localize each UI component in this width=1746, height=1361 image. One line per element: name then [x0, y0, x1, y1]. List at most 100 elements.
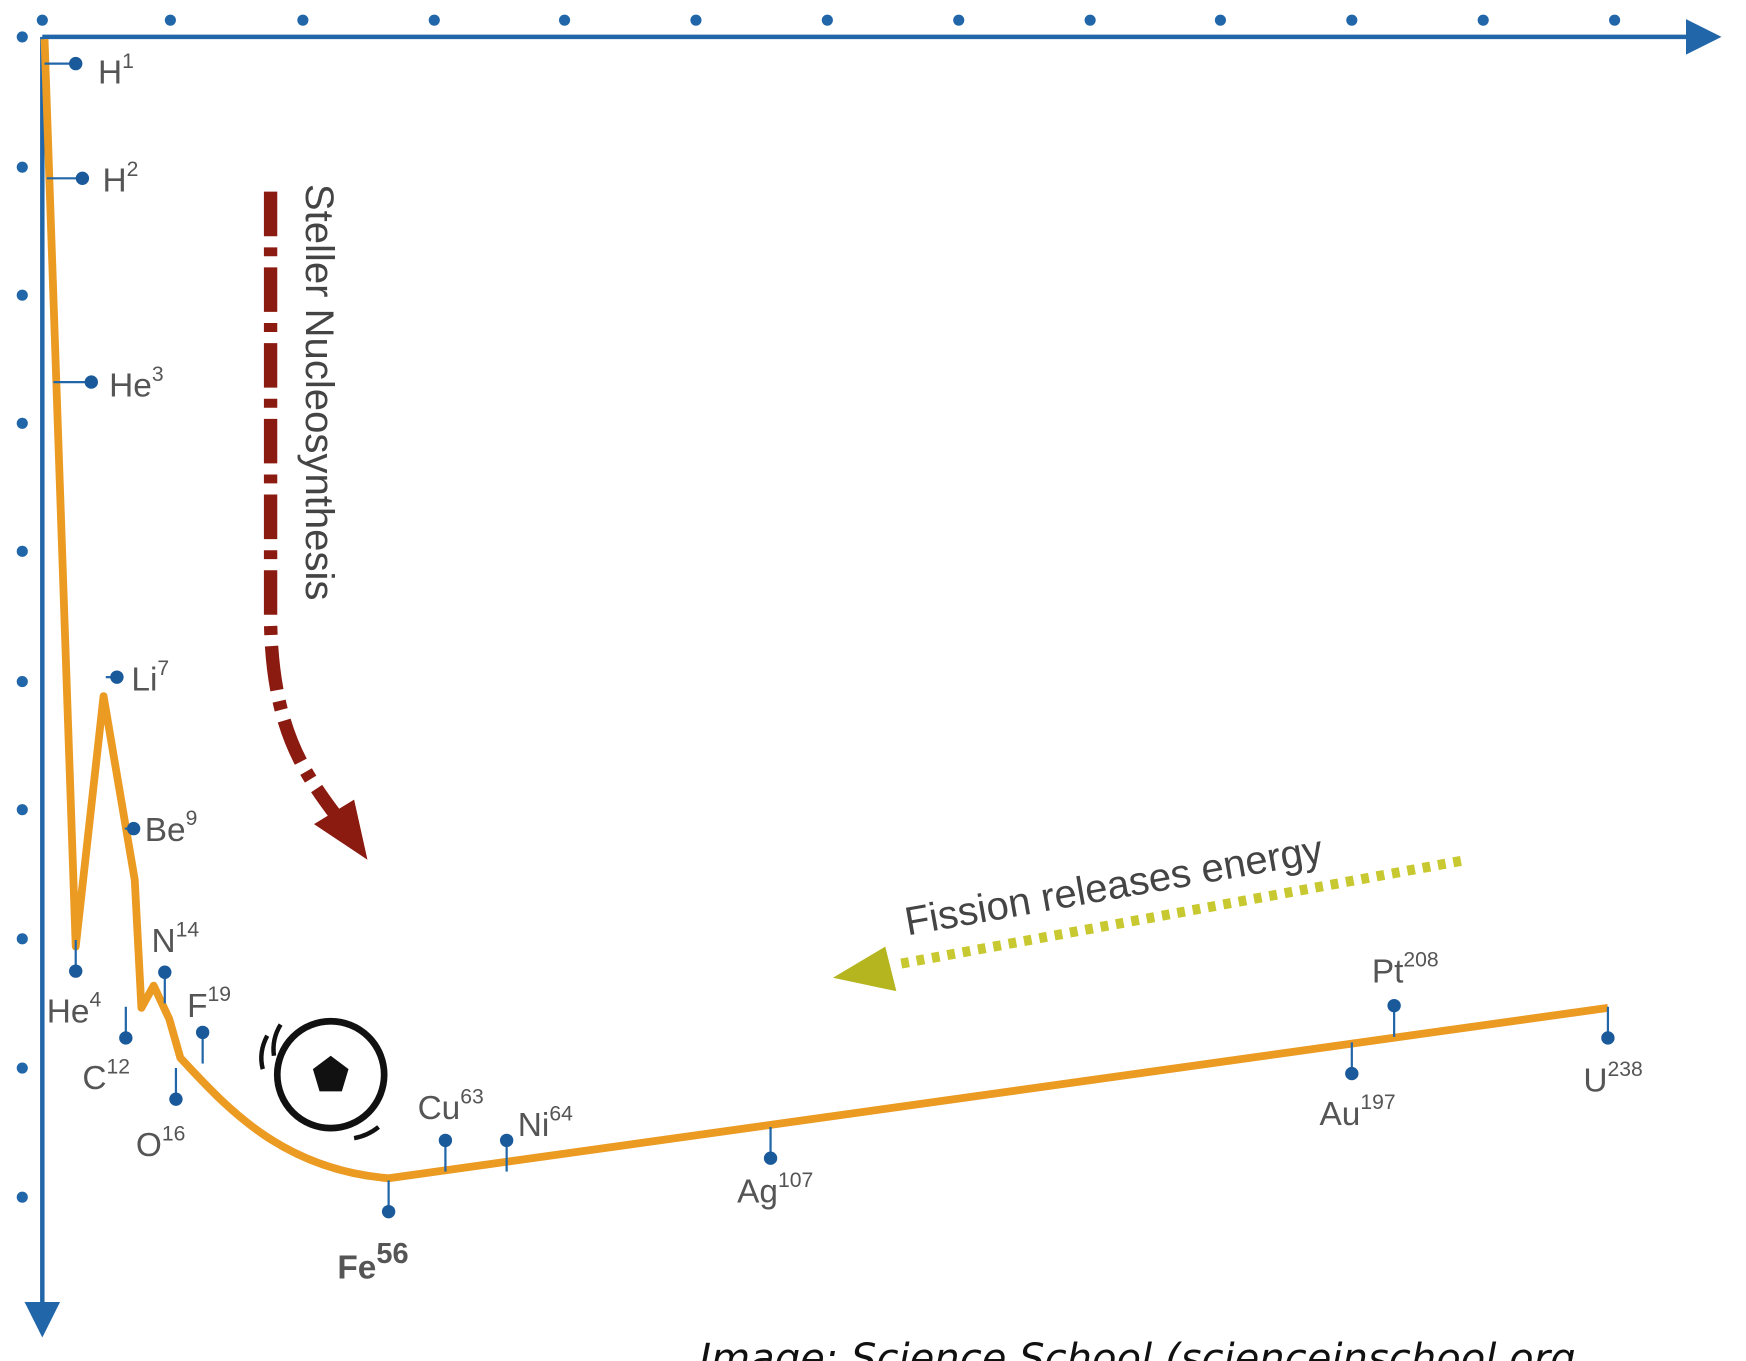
axis-dot — [165, 15, 176, 26]
node-dot — [196, 1026, 209, 1039]
node-label: Pt208 — [1372, 949, 1439, 991]
node-label: U238 — [1583, 1058, 1642, 1100]
element-node: O16 — [136, 1068, 186, 1164]
node-label: H2 — [102, 158, 138, 200]
node-label: N14 — [151, 919, 199, 961]
axis-dot — [429, 15, 440, 26]
mass-number: 208 — [1403, 949, 1438, 972]
element-symbol: F — [187, 988, 207, 1025]
axis-dot — [17, 546, 28, 557]
mass-number: 19 — [207, 983, 231, 1006]
axis-dot — [17, 804, 28, 815]
mass-number: 4 — [89, 989, 101, 1012]
node-label: Ag107 — [737, 1169, 813, 1211]
axis-dot — [17, 1062, 28, 1073]
node-label: Ni64 — [518, 1102, 573, 1144]
element-symbol: Cu — [418, 1090, 461, 1127]
node-label: O16 — [136, 1122, 186, 1164]
credit: Image: Science School (scienceinschool.o… — [699, 1336, 1575, 1361]
element-symbol: U — [1583, 1062, 1607, 1099]
axis-dot — [17, 162, 28, 173]
arrow-head — [833, 947, 896, 992]
page: Steller Nucleosynthesis Fission releases… — [0, 0, 1746, 1361]
element-symbol: O — [136, 1127, 162, 1164]
axis-dot — [1085, 15, 1096, 26]
axis-dot — [17, 1192, 28, 1203]
node-label: He4 — [47, 989, 102, 1031]
mass-number: 63 — [460, 1086, 484, 1109]
mass-number: 3 — [152, 363, 164, 386]
axis-dot — [1478, 15, 1489, 26]
element-symbol: Fe — [337, 1249, 376, 1286]
element-symbol: Be — [145, 812, 186, 849]
element-node: He4 — [47, 940, 102, 1030]
element-node: Cu63 — [418, 1086, 484, 1172]
node-label: Cu63 — [418, 1086, 484, 1128]
element-node: Ag107 — [737, 1127, 813, 1211]
axis-dot — [822, 15, 833, 26]
node-dot — [127, 822, 140, 835]
mass-number: 238 — [1608, 1058, 1643, 1081]
axis-dot — [37, 15, 48, 26]
axis-dot — [559, 15, 570, 26]
mass-number: 197 — [1360, 1091, 1395, 1114]
element-symbol: Ni — [518, 1107, 550, 1144]
element-node: Pt208 — [1372, 949, 1439, 1037]
element-node: H1 — [45, 50, 134, 92]
element-node: Au197 — [1320, 1042, 1396, 1132]
binding-curve — [45, 39, 1608, 1178]
mass-number: 14 — [176, 919, 200, 942]
element-symbol: He — [47, 993, 90, 1030]
fission-label: Fission releases energy — [901, 828, 1325, 945]
node-dot — [158, 966, 171, 979]
element-node: He3 — [53, 363, 163, 405]
axis-dot — [17, 31, 28, 42]
element-symbol: H — [98, 55, 122, 92]
node-dot — [1601, 1031, 1614, 1044]
node-dot — [382, 1205, 395, 1218]
element-node: U238 — [1583, 1007, 1642, 1100]
mass-number: 12 — [107, 1056, 131, 1079]
node-label: He3 — [109, 363, 163, 405]
axis-dot — [1609, 15, 1620, 26]
ball-icon — [261, 1021, 384, 1138]
mass-number: 2 — [127, 158, 139, 181]
node-dot — [119, 1031, 132, 1044]
element-symbol: Au — [1320, 1096, 1361, 1133]
mass-number: 9 — [186, 807, 198, 830]
mass-number: 1 — [122, 50, 134, 73]
axis-dot — [17, 676, 28, 687]
element-node: F19 — [187, 983, 231, 1063]
node-dot — [69, 57, 82, 70]
element-node: Fe56 — [337, 1180, 408, 1286]
axis-dot — [1346, 15, 1357, 26]
node-dot — [1345, 1067, 1358, 1080]
element-symbol: H — [102, 163, 126, 200]
arrow-head — [314, 800, 367, 860]
stellar-label: Steller Nucleosynthesis — [297, 184, 341, 601]
axis-dot — [17, 290, 28, 301]
mass-number: 56 — [376, 1238, 408, 1270]
axis-dot — [690, 15, 701, 26]
node-dot — [76, 172, 89, 185]
mass-number: 7 — [157, 657, 169, 680]
node-dot — [85, 375, 98, 388]
element-node: H2 — [47, 158, 139, 200]
mass-number: 107 — [778, 1169, 813, 1192]
element-symbol: Pt — [1372, 953, 1404, 990]
element-node: C12 — [82, 1007, 132, 1097]
node-label: Au197 — [1320, 1091, 1396, 1133]
element-symbol: C — [82, 1060, 106, 1097]
node-label: Fe56 — [337, 1238, 408, 1287]
node-dot — [169, 1093, 182, 1106]
mass-number: 64 — [549, 1102, 573, 1125]
node-dot — [1387, 999, 1400, 1012]
node-dot — [764, 1152, 777, 1165]
mass-number: 16 — [162, 1122, 186, 1145]
axis-dot — [17, 418, 28, 429]
element-node: Be9 — [125, 807, 198, 849]
node-dot — [110, 670, 123, 683]
element-symbol: He — [109, 368, 152, 405]
node-label: Be9 — [145, 807, 198, 849]
element-symbol: Ag — [737, 1174, 778, 1211]
